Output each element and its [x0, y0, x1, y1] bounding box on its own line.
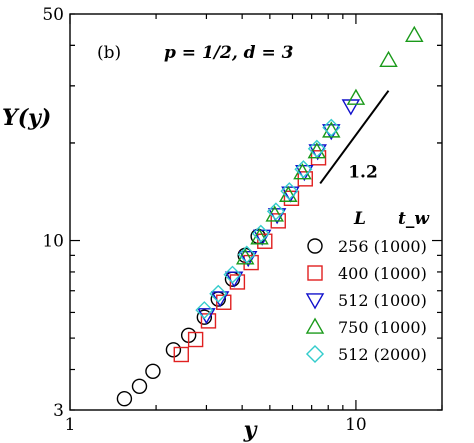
data-point [346, 88, 366, 105]
series-4 [195, 118, 341, 320]
params-label: p = 1/2, d = 3 [164, 43, 294, 63]
data-point [223, 265, 242, 284]
legend-header-tw: t_w [398, 209, 430, 229]
data-point [257, 233, 273, 249]
data-point [229, 274, 246, 290]
data-point [131, 378, 148, 395]
data-point [116, 391, 133, 407]
y-tick-label: 10 [42, 232, 64, 252]
legend-marker [305, 293, 325, 310]
legend: L t_w 256 (1000) 400 (1000) 512 (1000) 750 … [305, 209, 430, 364]
data-point [243, 254, 259, 271]
panel-label: (b) [97, 43, 121, 63]
data-point [165, 342, 182, 358]
data-point [322, 121, 341, 138]
y-axis-label: Y(y) [2, 105, 51, 131]
data-point [145, 363, 161, 379]
legend-entry-label: 512 (1000) [338, 291, 427, 310]
axis-ticks [69, 13, 443, 411]
data-point [405, 25, 424, 42]
data-point [200, 313, 217, 329]
legend-entry-label: 400 (1000) [338, 264, 427, 283]
data-point [195, 301, 214, 320]
data-point [238, 250, 258, 268]
legend-entry-label: 256 (1000) [338, 237, 427, 256]
legend-marker [305, 344, 325, 364]
axis-tick-labels: 1 10 3 10 50 [42, 5, 366, 435]
legend-marker [305, 317, 325, 334]
plot-frame [69, 13, 443, 411]
data-point [307, 139, 326, 158]
data-point [251, 224, 270, 243]
legend-entry-label: 512 (2000) [338, 345, 427, 364]
data-point [341, 99, 361, 116]
legend-entry-label: 750 (1000) [338, 318, 427, 337]
series-1 [173, 150, 327, 363]
y-tick-label: 3 [53, 401, 64, 421]
data-point [224, 271, 244, 288]
data-markers [116, 25, 424, 407]
legend-header-L: L [353, 209, 366, 229]
slope-label: 1.2 [348, 162, 378, 182]
data-point [173, 346, 189, 363]
data-point [196, 309, 213, 325]
x-tick-label: 10 [345, 415, 367, 435]
slope-guide-line [319, 90, 390, 185]
x-tick-label: 1 [65, 415, 76, 435]
data-point [322, 118, 341, 137]
data-point [209, 284, 228, 303]
legend-marker [307, 265, 323, 281]
data-point [294, 160, 313, 179]
data-point [216, 294, 232, 310]
data-point [379, 50, 398, 67]
data-point [187, 331, 204, 348]
data-point [266, 202, 285, 221]
data-point [237, 245, 256, 264]
y-tick-label: 50 [42, 5, 64, 25]
legend-marker [307, 238, 323, 254]
data-point [280, 182, 299, 201]
data-point [252, 229, 272, 246]
x-axis-label: y [243, 417, 259, 443]
